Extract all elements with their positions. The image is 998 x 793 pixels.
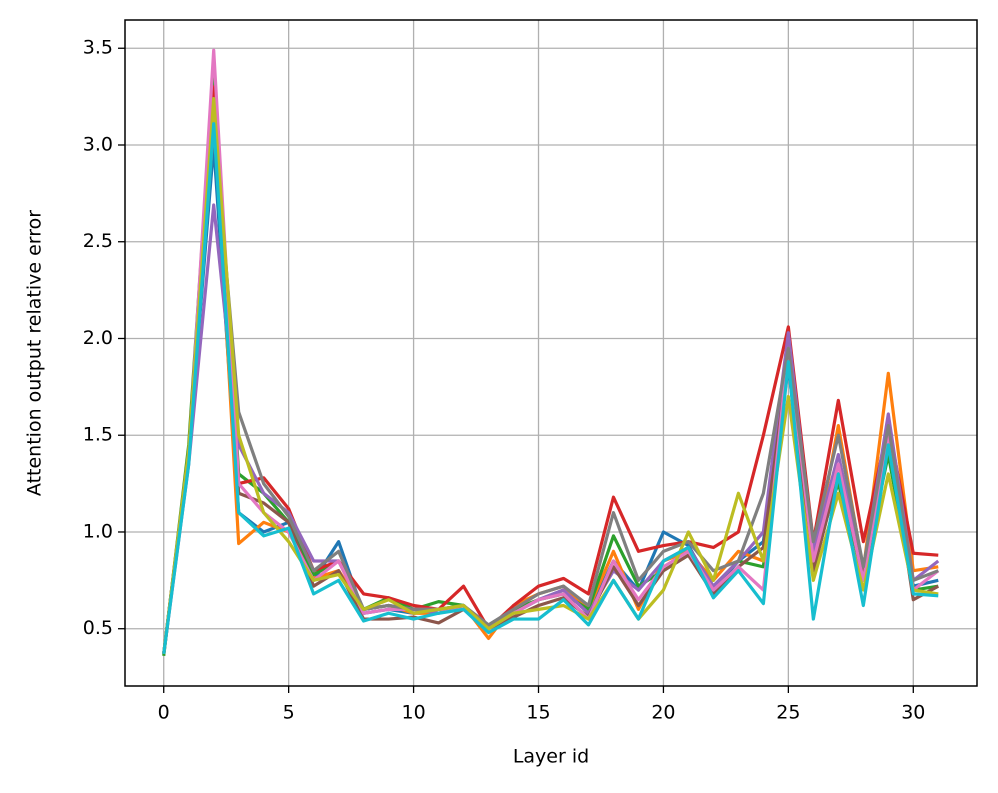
y-tick-label: 0.5	[83, 617, 113, 639]
x-tick-label: 5	[283, 702, 295, 724]
y-tick-label: 1.0	[83, 520, 113, 542]
y-tick-label: 2.0	[83, 327, 113, 349]
x-tick-label: 0	[158, 702, 170, 724]
y-axis-label: Attention output relative error	[24, 210, 46, 496]
x-tick-label: 20	[651, 702, 675, 724]
x-tick-label: 25	[776, 702, 800, 724]
y-tick-label: 1.5	[83, 424, 113, 446]
series-line	[162, 122, 939, 655]
y-tick-label: 3.5	[83, 37, 113, 59]
x-axis-label: Layer id	[513, 746, 589, 768]
x-tick-label: 15	[526, 702, 550, 724]
series-line	[162, 203, 940, 655]
y-tick-label: 2.5	[83, 230, 113, 252]
x-tick-label: 10	[401, 702, 425, 724]
x-tick-label: 30	[901, 702, 925, 724]
y-tick-label: 3.0	[83, 133, 113, 155]
plot-frame	[124, 19, 978, 687]
series-line	[162, 124, 939, 655]
